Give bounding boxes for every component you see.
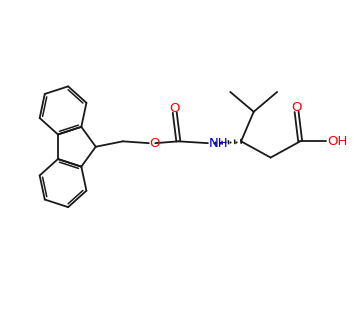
Text: O: O — [291, 101, 302, 114]
Text: O: O — [149, 137, 160, 150]
Text: O: O — [169, 102, 180, 115]
Text: NH: NH — [209, 137, 228, 150]
Text: OH: OH — [327, 135, 347, 148]
